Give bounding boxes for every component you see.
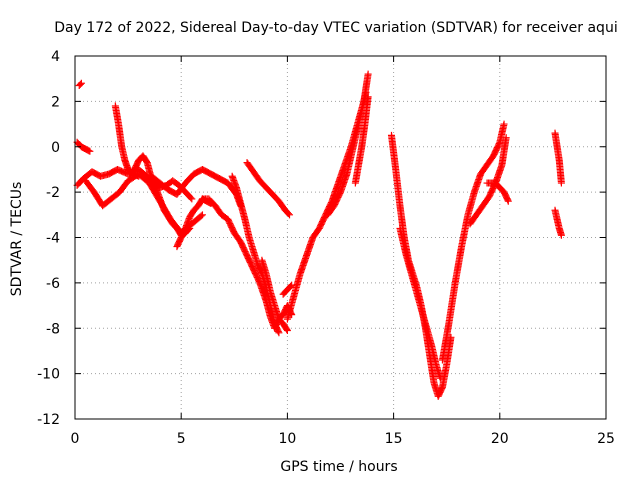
y-tick-label: -12 (37, 412, 60, 428)
data-point (283, 327, 291, 335)
chart-title: Day 172 of 2022, Sidereal Day-to-day VTE… (54, 20, 617, 36)
data-point (76, 80, 84, 88)
data-point (77, 79, 85, 87)
y-tick-label: -8 (46, 321, 60, 337)
data-point (284, 210, 292, 218)
data-point (504, 197, 512, 205)
data-point (198, 211, 206, 219)
x-tick-label: 20 (491, 431, 509, 447)
data-point (500, 120, 508, 128)
x-tick-label: 0 (71, 431, 80, 447)
data-point (557, 231, 565, 239)
series-pass-12 (243, 159, 294, 219)
y-tick-label: 4 (51, 49, 60, 65)
series-pass-22 (551, 129, 565, 187)
series-pass-14 (283, 70, 372, 323)
data-point (436, 374, 444, 382)
y-tick-label: -6 (46, 276, 60, 292)
y-tick-label: -2 (46, 185, 60, 201)
series-pass-16 (351, 93, 372, 187)
data-point (557, 179, 565, 187)
series-pass-06 (126, 152, 194, 239)
data-point (364, 93, 372, 101)
y-tick-label: 2 (51, 94, 60, 110)
data-point (362, 88, 370, 96)
series-pass-20 (466, 134, 510, 228)
y-tick-label: -10 (37, 367, 60, 383)
data-point (197, 212, 205, 220)
data-point (274, 327, 282, 335)
x-tick-label: 15 (385, 431, 403, 447)
y-axis-label: SDTVAR / TECUs (9, 182, 25, 297)
data-point (286, 211, 294, 219)
data-point (287, 282, 295, 290)
series-pass-05 (111, 102, 143, 180)
series-pass-19 (438, 120, 508, 364)
series-pass-18 (396, 224, 444, 382)
plot-frame (74, 55, 607, 420)
data-point (288, 281, 296, 289)
data-point (187, 194, 195, 202)
series-pass-21 (483, 179, 512, 205)
x-tick-label: 5 (177, 431, 186, 447)
data-point (135, 172, 143, 180)
tick-layer: 0 5 10 15 20 25 -12 -10 -8 -6 -4 -2 0 2 4 (37, 49, 615, 447)
data-point (504, 196, 512, 204)
series-pass-23 (551, 206, 565, 239)
series-pass-01 (75, 79, 85, 89)
series-pass-13 (279, 281, 296, 298)
x-tick-label: 10 (278, 431, 296, 447)
data-point (188, 195, 196, 203)
data-point (275, 329, 283, 337)
data-point (86, 147, 94, 155)
data-point (502, 134, 510, 142)
data-point (364, 70, 372, 78)
x-axis-label: GPS time / hours (280, 459, 397, 475)
y-tick-label: 0 (51, 140, 60, 156)
data-point (283, 325, 291, 333)
grid-layer (75, 56, 606, 419)
marker-layer (73, 70, 565, 400)
x-tick-label: 25 (597, 431, 615, 447)
y-tick-label: -4 (46, 231, 60, 247)
